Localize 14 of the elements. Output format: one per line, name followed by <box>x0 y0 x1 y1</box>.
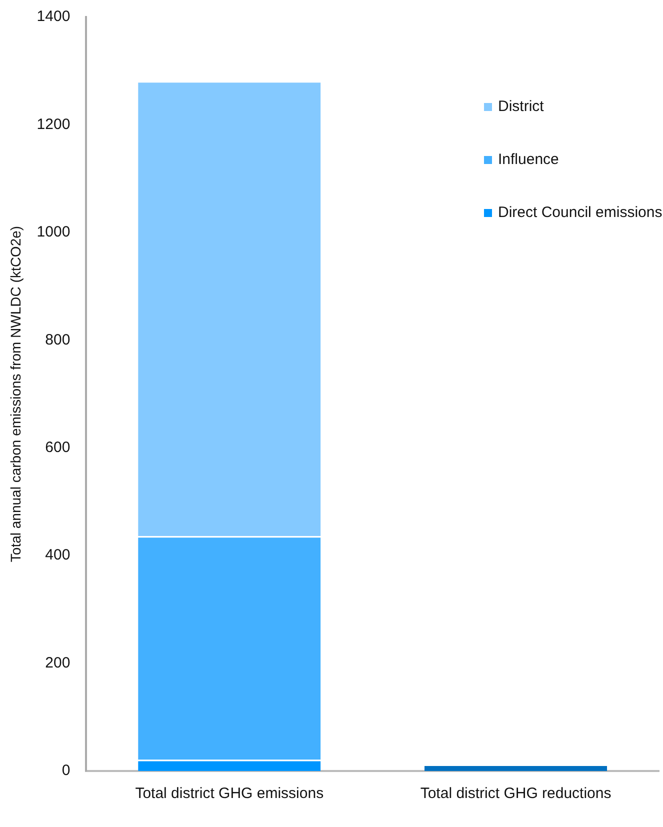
legend-label: Direct Council emissions <box>498 204 662 222</box>
y-tick-label: 0 <box>62 762 70 780</box>
x-tick-label: Total district GHG emissions <box>135 785 324 802</box>
y-tick-label: 1000 <box>36 224 70 241</box>
y-tick-label: 1200 <box>36 116 70 133</box>
y-tick-label: 400 <box>45 546 70 564</box>
y-tick-label: 200 <box>45 654 70 672</box>
y-axis-title: Total annual carbon emissions from NWLDC (ktCO2e) <box>7 226 24 562</box>
y-tick-label: 1400 <box>36 8 70 26</box>
y-tick-label: 800 <box>45 331 70 348</box>
y-tick-label: 600 <box>45 439 70 456</box>
x-tick-label: Total district GHG reductions <box>420 785 612 802</box>
legend-label: Influence <box>498 151 559 168</box>
legend-label: District <box>498 98 545 116</box>
